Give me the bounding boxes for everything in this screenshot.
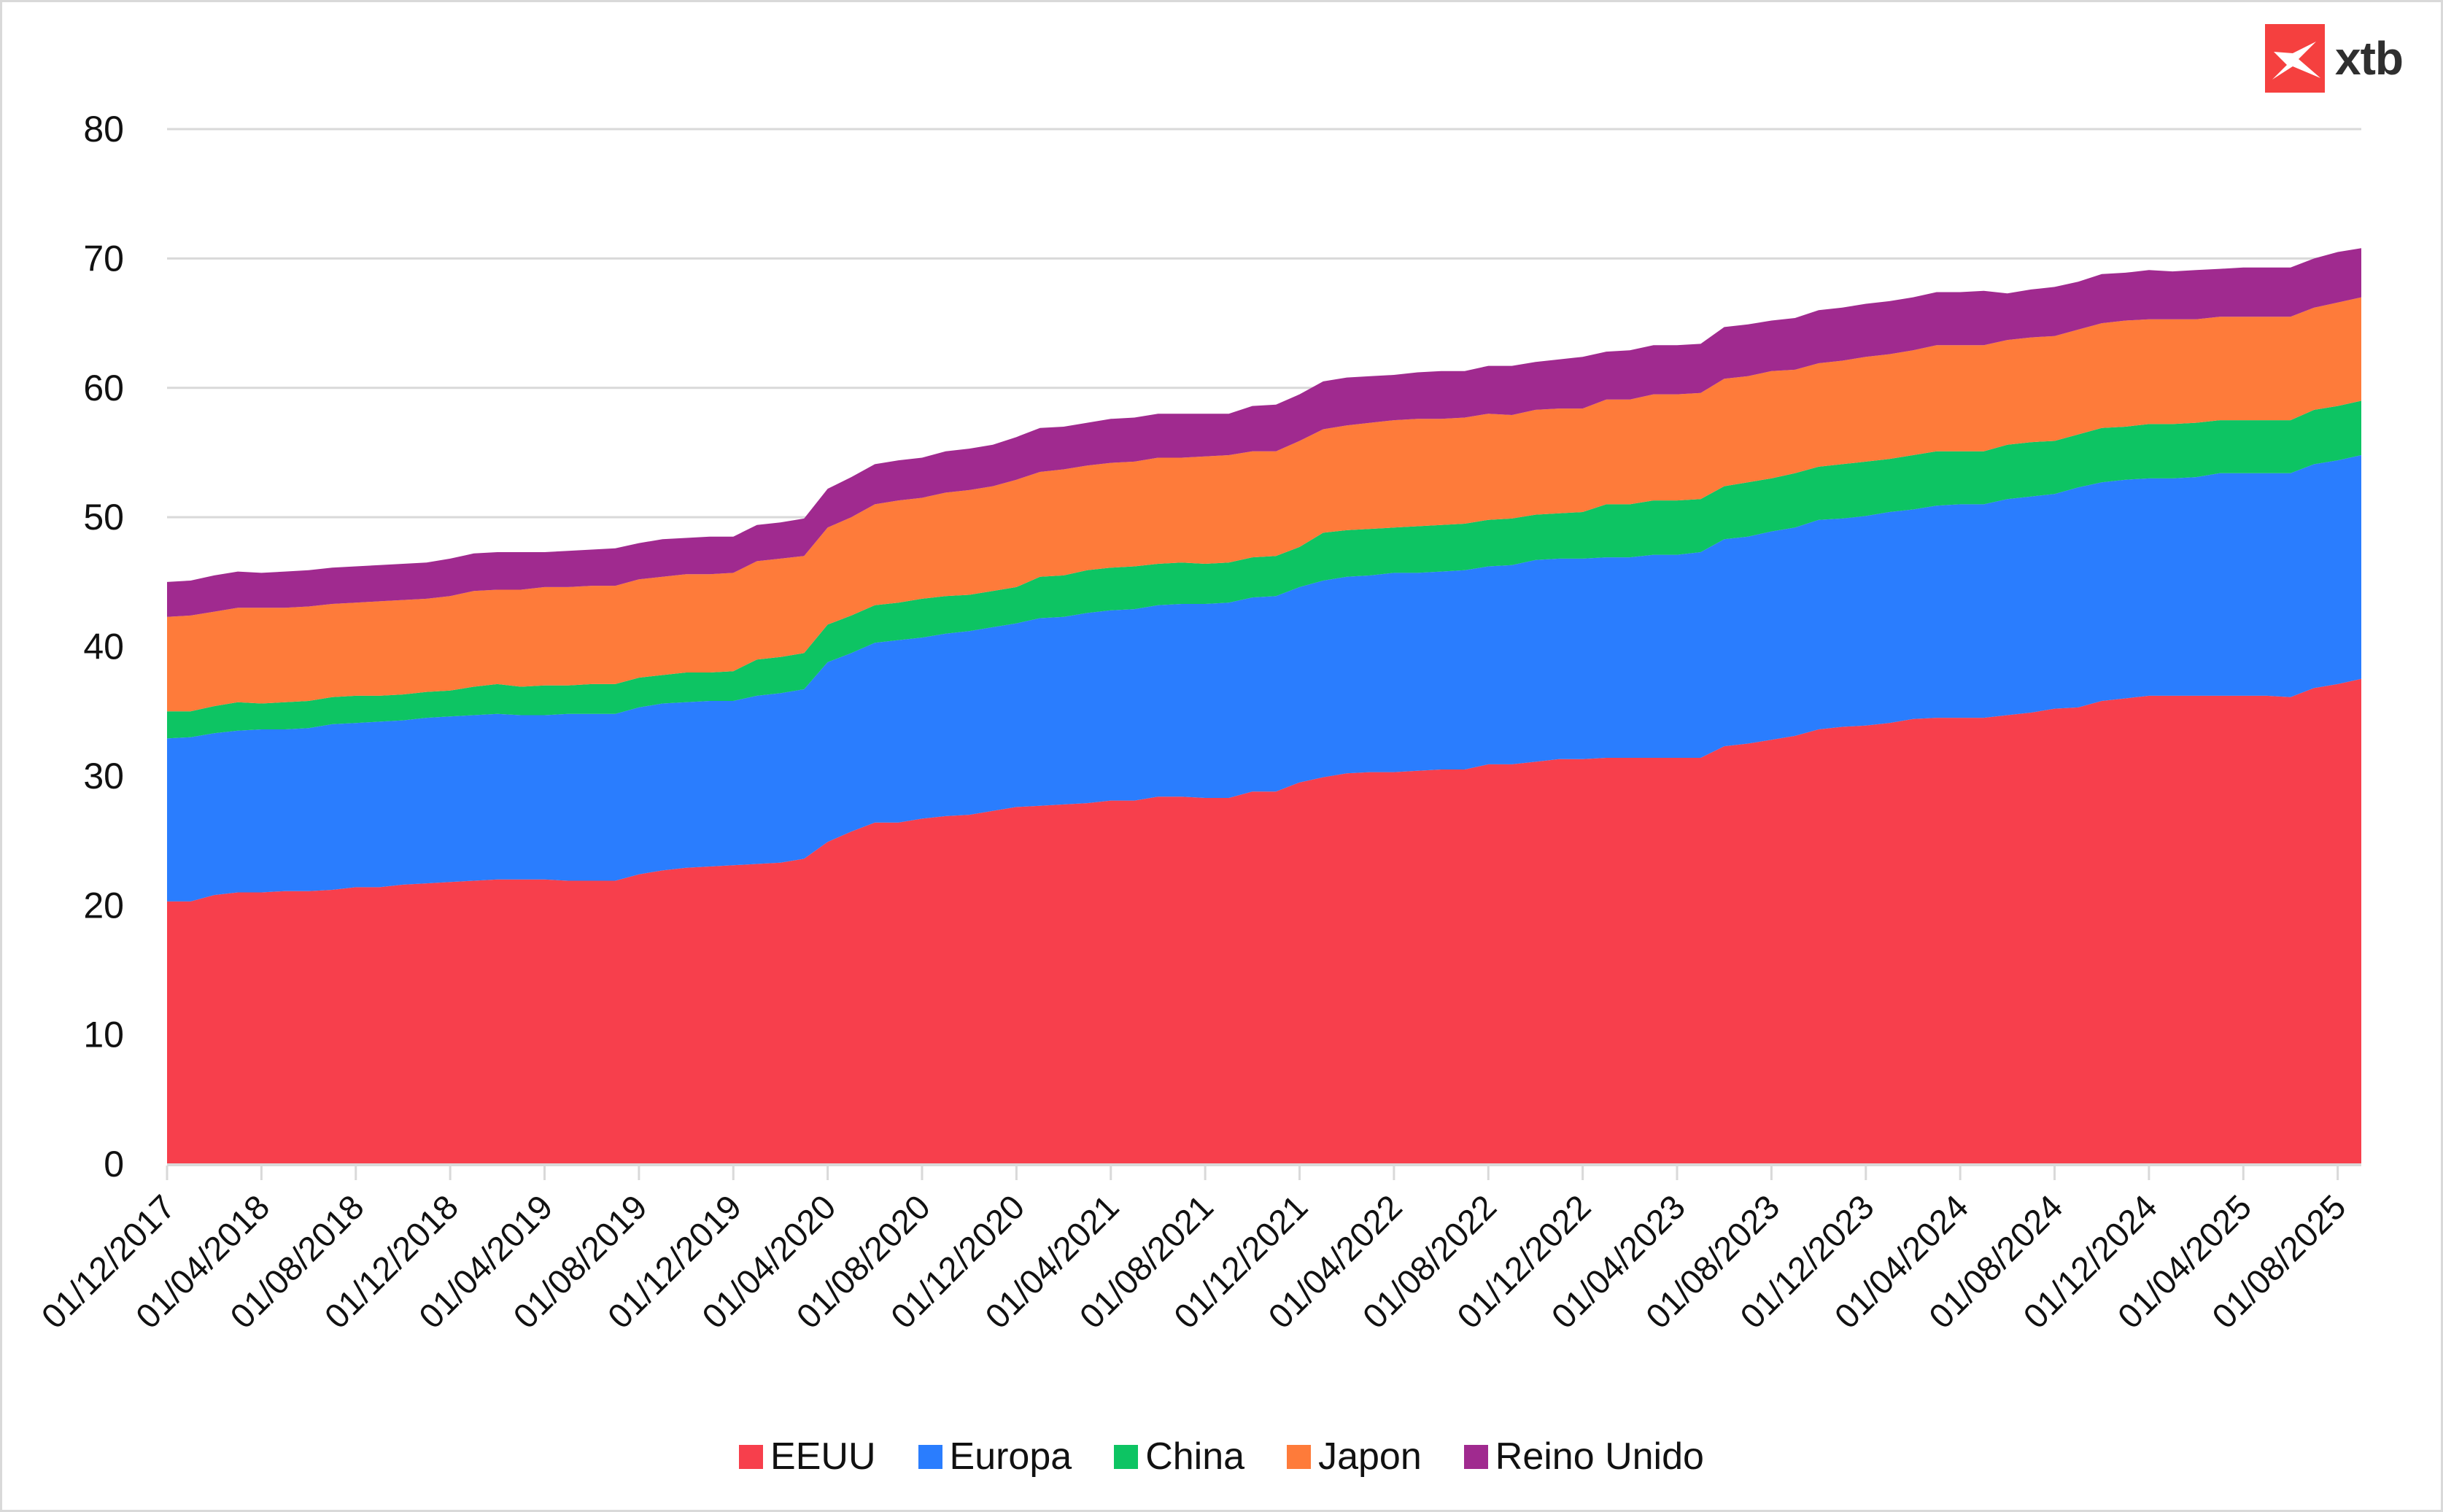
- legend-swatch: [1114, 1444, 1139, 1469]
- y-axis-tick-labels: 0 10 20 30 40 50 60 70 80: [83, 109, 124, 1185]
- legend-label: EEUU: [770, 1435, 876, 1478]
- y-tick-label: 70: [83, 238, 124, 279]
- xtb-logo-icon: [2265, 24, 2325, 93]
- stacked-area-chart: 0 10 20 30 40 50 60 70 80 01/12/201701/04/201801…: [34, 109, 2361, 1336]
- legend-item-europa: Europa: [918, 1435, 1072, 1478]
- y-tick-label: 10: [83, 1015, 124, 1055]
- y-tick-label: 80: [83, 109, 124, 150]
- legend-label: Japon: [1318, 1435, 1422, 1478]
- area-reino-unido: [167, 248, 2361, 617]
- series-areas: [167, 248, 2361, 1164]
- area-japon: [167, 297, 2361, 712]
- legend-item-china: China: [1114, 1435, 1244, 1478]
- y-tick-label: 40: [83, 627, 124, 667]
- xtb-logo: xtb: [2265, 24, 2404, 93]
- legend-swatch: [739, 1444, 764, 1469]
- legend-swatch: [1463, 1444, 1488, 1469]
- legend-item-eeuu: EEUU: [739, 1435, 876, 1478]
- brand-name: xtb: [2335, 32, 2404, 85]
- area-europa: [167, 455, 2361, 902]
- area-china: [167, 400, 2361, 739]
- y-tick-label: 50: [83, 497, 124, 538]
- y-tick-label: 60: [83, 368, 124, 408]
- area-eeuu: [167, 678, 2361, 1164]
- legend-item-japon: Japon: [1287, 1435, 1422, 1478]
- legend-label: Reino Unido: [1495, 1435, 1704, 1478]
- y-tick-label: 20: [83, 885, 124, 926]
- legend-label: China: [1145, 1435, 1245, 1478]
- legend-swatch: [918, 1444, 942, 1469]
- legend-swatch: [1287, 1444, 1312, 1469]
- x-axis-tick-labels: 01/12/201701/04/201801/08/201801/12/2018…: [34, 1187, 2353, 1336]
- y-tick-label: 30: [83, 756, 124, 796]
- chart-legend: EEUU Europa China Japon Reino Unido: [0, 1431, 2443, 1482]
- legend-label: Europa: [949, 1435, 1072, 1478]
- x-axis: [166, 1163, 2361, 1180]
- legend-item-reino-unido: Reino Unido: [1463, 1435, 1704, 1478]
- y-tick-label: 0: [104, 1144, 124, 1185]
